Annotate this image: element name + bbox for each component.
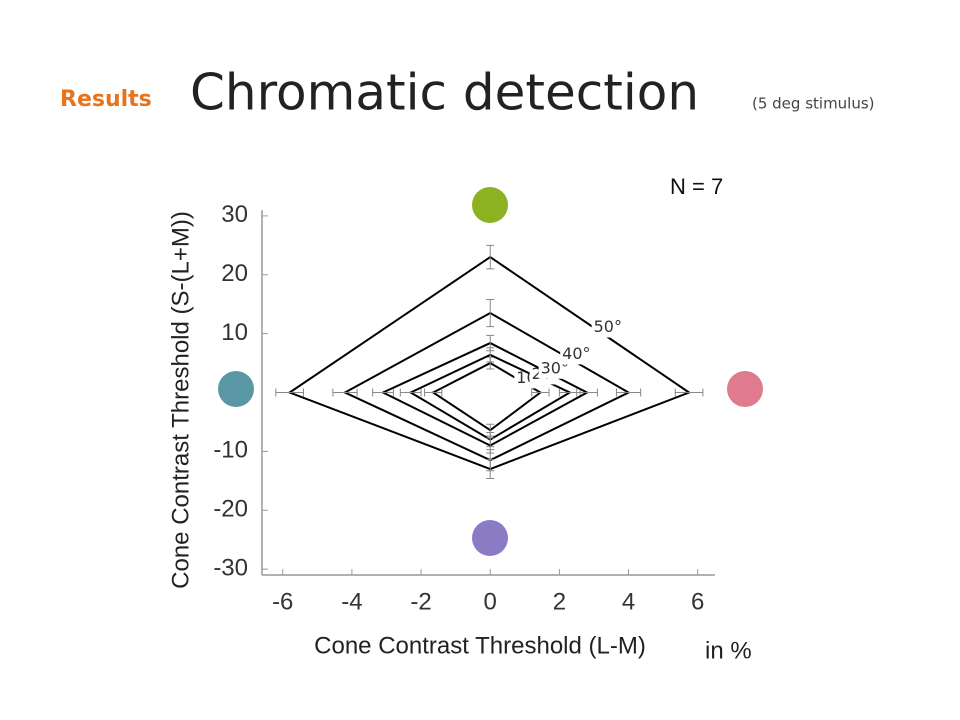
label-bg: [560, 344, 593, 365]
color-dot: [727, 371, 763, 407]
error-bar: [576, 388, 598, 397]
color-dot: [472, 520, 508, 556]
error-bar: [615, 388, 642, 397]
error-bar: [486, 298, 495, 328]
x-tick-label: -6: [272, 588, 293, 615]
annotation: in %: [705, 637, 752, 664]
slide-subtitle: (5 deg stimulus): [752, 95, 875, 113]
error-bar: [399, 388, 422, 397]
error-bar: [531, 388, 550, 397]
slide-title: Chromatic detection: [190, 64, 699, 122]
series-label: 40°: [562, 344, 590, 363]
error-bar: [424, 388, 443, 397]
series-label: 50°: [594, 317, 622, 336]
error-bar: [332, 388, 358, 397]
color-dot: [218, 371, 254, 407]
error-bar: [486, 459, 495, 479]
x-tick-label: -4: [341, 588, 362, 615]
y-tick-label: -10: [213, 437, 248, 464]
annotation: N = 7: [670, 174, 723, 199]
color-dot: [472, 187, 508, 223]
x-tick-label: 0: [484, 588, 497, 615]
x-tick-label: 4: [622, 588, 635, 615]
x-axis-label: Cone Contrast Threshold (L-M): [314, 632, 646, 659]
y-axis-label: Cone Contrast Threshold (S-(L+M)): [167, 211, 194, 589]
y-tick-label: -30: [213, 554, 248, 581]
y-tick-label: -20: [213, 496, 248, 523]
y-tick-label: 10: [221, 319, 248, 346]
y-tick-label: 30: [221, 201, 248, 228]
x-tick-label: 2: [553, 588, 566, 615]
error-bar: [674, 388, 704, 397]
y-tick-label: 20: [221, 260, 248, 287]
x-tick-label: -2: [410, 588, 431, 615]
error-bar: [275, 388, 304, 397]
error-bar: [486, 334, 495, 352]
label-bg: [591, 317, 624, 338]
error-bar: [486, 244, 495, 270]
section-label: Results: [60, 87, 152, 112]
x-tick-label: 6: [691, 588, 704, 615]
error-bar: [372, 388, 394, 397]
